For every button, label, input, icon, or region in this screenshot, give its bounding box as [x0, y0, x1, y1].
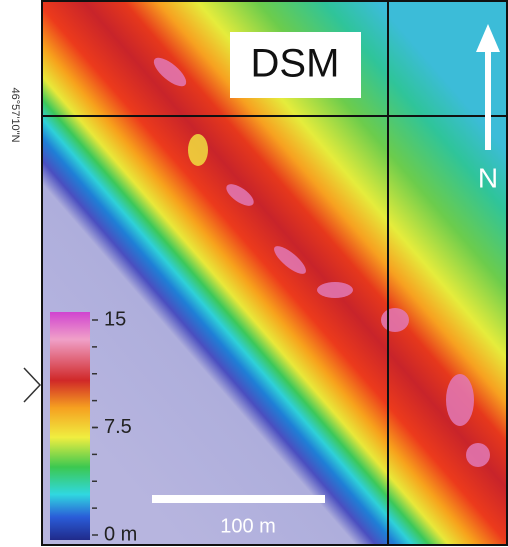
chevron: [24, 368, 40, 402]
legend-tick-label: 7.5: [104, 416, 132, 438]
map-figure: 46°57'10"N DSM N 100 m 15 7.5 0 m: [0, 0, 508, 547]
legend-tick-label: 15: [104, 308, 126, 330]
north-label: N: [478, 162, 498, 193]
legend-tick-label: 0 m: [104, 523, 137, 545]
map-title: DSM: [251, 42, 340, 86]
legend-colorbar: [50, 312, 90, 540]
scale-bar-label: 100 m: [220, 515, 276, 537]
scale-bar: [152, 495, 325, 503]
latitude-label: 46°57'10"N: [9, 87, 21, 142]
